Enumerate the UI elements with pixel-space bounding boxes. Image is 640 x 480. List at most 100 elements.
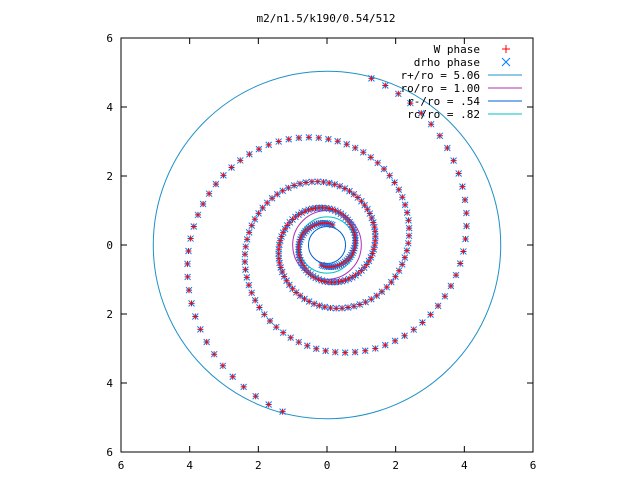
w-phase-point bbox=[361, 202, 368, 209]
w-phase-point bbox=[334, 138, 341, 145]
w-phase-point bbox=[401, 332, 408, 339]
w-phase-point bbox=[190, 223, 197, 230]
w-phase-point bbox=[326, 179, 333, 186]
legend-label: drho phase bbox=[414, 56, 480, 69]
w-phase-point bbox=[206, 190, 213, 197]
w-phase-point bbox=[261, 311, 268, 318]
w-phase-point bbox=[342, 349, 349, 356]
w-phase-point bbox=[453, 272, 460, 279]
w-phase-point bbox=[352, 144, 359, 151]
w-phase-point bbox=[363, 261, 370, 268]
w-phase-point bbox=[320, 179, 327, 186]
w-phase-point bbox=[187, 235, 194, 242]
w-phase-point bbox=[349, 274, 356, 281]
w-phase-point bbox=[220, 172, 227, 179]
y-tick-label: 0 bbox=[106, 239, 113, 252]
circle-r+ bbox=[152, 70, 502, 420]
w-phase-point bbox=[370, 246, 377, 253]
w-phase-point bbox=[248, 289, 255, 296]
w-phase-point bbox=[287, 334, 294, 341]
w-phase-point bbox=[295, 339, 302, 346]
y-tick-label: 2 bbox=[106, 308, 113, 321]
w-phase-point bbox=[304, 342, 311, 349]
w-phase-point bbox=[184, 260, 191, 267]
legend-label: rc/ro = .82 bbox=[407, 108, 480, 121]
w-phase-point bbox=[302, 179, 309, 186]
legend-label: r+/ro = 5.06 bbox=[401, 69, 480, 82]
w-phase-point bbox=[358, 198, 365, 205]
w-phase-point bbox=[395, 186, 402, 193]
w-phase-point bbox=[407, 100, 414, 107]
w-phase-point bbox=[212, 181, 219, 188]
w-phase-point bbox=[401, 254, 408, 261]
w-phase-point bbox=[463, 223, 470, 230]
w-phase-point bbox=[406, 232, 413, 239]
w-phase-point bbox=[243, 274, 250, 281]
phase-points bbox=[184, 75, 470, 415]
w-phase-point bbox=[297, 180, 304, 187]
w-phase-point bbox=[291, 182, 298, 189]
w-phase-point bbox=[246, 229, 253, 236]
w-phase-point bbox=[405, 240, 412, 247]
w-phase-point bbox=[269, 195, 276, 202]
circle-r- bbox=[307, 225, 347, 265]
w-phase-point bbox=[462, 235, 469, 242]
w-phase-point bbox=[388, 279, 395, 286]
w-phase-point bbox=[185, 248, 192, 255]
w-phase-point bbox=[242, 266, 249, 273]
w-phase-point bbox=[362, 347, 369, 354]
w-phase-point bbox=[460, 248, 467, 255]
w-phase-point bbox=[333, 305, 340, 312]
w-phase-point bbox=[399, 194, 406, 201]
w-phase-point bbox=[392, 273, 399, 280]
w-phase-point bbox=[244, 236, 251, 243]
w-phase-point bbox=[297, 292, 304, 299]
w-phase-point bbox=[391, 179, 398, 186]
w-phase-point bbox=[382, 82, 389, 89]
reference-circles bbox=[152, 70, 502, 420]
w-phase-point bbox=[345, 304, 352, 311]
w-phase-point bbox=[273, 324, 280, 331]
w-phase-point bbox=[368, 75, 375, 82]
w-phase-point bbox=[308, 178, 315, 185]
w-phase-point bbox=[313, 345, 320, 352]
w-phase-point bbox=[256, 304, 263, 311]
x-tick-label: 2 bbox=[392, 459, 399, 472]
w-phase-point bbox=[279, 187, 286, 194]
w-phase-point bbox=[372, 345, 379, 352]
w-phase-point bbox=[264, 199, 271, 206]
w-phase-point bbox=[203, 339, 210, 346]
w-phase-point bbox=[266, 317, 273, 324]
w-phase-point bbox=[275, 255, 282, 262]
w-phase-point bbox=[197, 326, 204, 333]
w-phase-point bbox=[322, 347, 329, 354]
w-phase-point bbox=[356, 301, 363, 308]
w-phase-point bbox=[293, 289, 300, 296]
w-phase-point bbox=[418, 110, 425, 117]
w-phase-point bbox=[463, 210, 470, 217]
w-phase-point bbox=[370, 219, 377, 226]
x-tick-label: 0 bbox=[324, 459, 331, 472]
w-phase-point bbox=[405, 217, 412, 224]
w-phase-point bbox=[404, 209, 411, 216]
w-phase-point bbox=[457, 260, 464, 267]
x-tick-label: 2 bbox=[255, 459, 262, 472]
w-phase-point bbox=[278, 233, 285, 240]
w-phase-point bbox=[327, 304, 334, 311]
w-phase-point bbox=[312, 205, 319, 212]
w-phase-point bbox=[450, 157, 457, 164]
w-phase-point bbox=[369, 250, 376, 257]
w-phase-point bbox=[360, 149, 367, 156]
w-phase-point bbox=[265, 401, 272, 408]
w-phase-point bbox=[279, 408, 286, 415]
w-phase-point bbox=[289, 285, 296, 292]
w-phase-point bbox=[241, 251, 248, 258]
w-phase-point bbox=[211, 351, 218, 358]
w-phase-point bbox=[436, 132, 443, 139]
w-phase-point bbox=[403, 247, 410, 254]
w-phase-point bbox=[372, 228, 379, 235]
w-phase-point bbox=[402, 201, 409, 208]
x-tick-label: 4 bbox=[461, 459, 468, 472]
